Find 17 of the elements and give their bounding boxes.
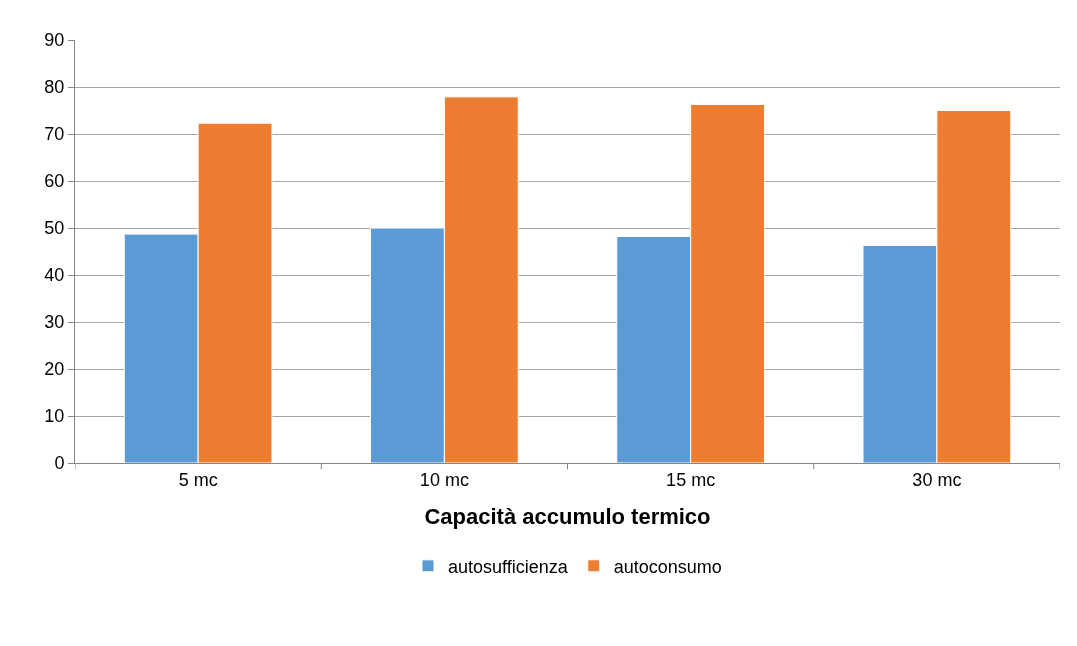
- y-tick-label: 40: [44, 265, 65, 286]
- x-tick-label: 15 mc: [666, 469, 716, 490]
- y-tick-label: 70: [44, 124, 65, 145]
- y-tick-label: 30: [44, 312, 65, 333]
- legend-label: autosufficienza: [448, 556, 569, 577]
- y-tick-label: 60: [44, 171, 65, 192]
- y-tick-label: 20: [44, 359, 65, 380]
- y-tick-label: 90: [44, 30, 65, 51]
- y-tick-label: 50: [44, 218, 65, 239]
- x-tick-label: 30 mc: [912, 469, 962, 490]
- x-tick-label: 5 mc: [178, 469, 218, 490]
- y-tick-label: 0: [54, 453, 65, 474]
- x-axis-title: Capacità accumulo termico: [424, 504, 711, 530]
- y-tick-label: 80: [44, 77, 65, 98]
- legend-label: autoconsumo: [613, 556, 722, 577]
- y-tick-label: 10: [44, 406, 65, 427]
- x-tick-label: 10 mc: [419, 469, 469, 490]
